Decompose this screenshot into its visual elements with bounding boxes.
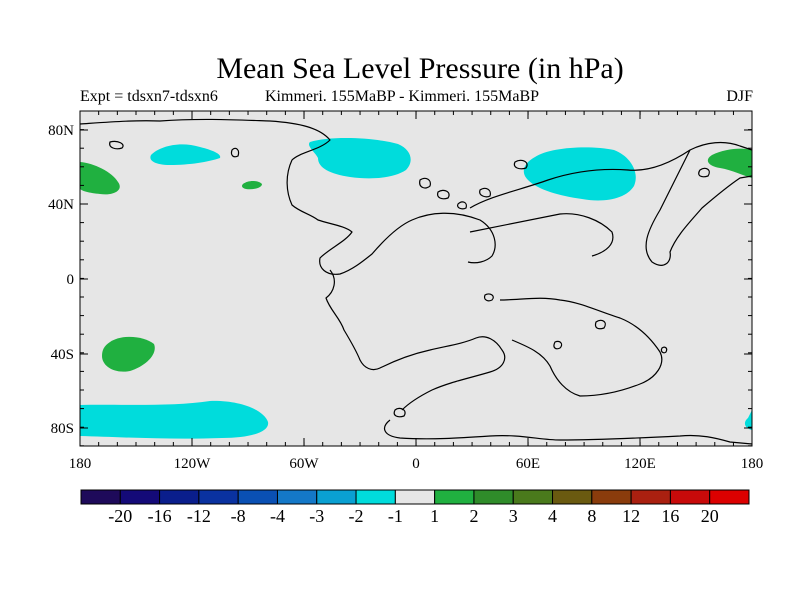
island-5 xyxy=(513,159,528,170)
lon-label-60w: 60W xyxy=(289,456,319,472)
coast-inner-basin xyxy=(469,213,614,257)
colorbar-label: -20 xyxy=(108,506,132,526)
colorbar-box xyxy=(552,489,593,505)
coast-east-asia xyxy=(645,149,753,266)
anomaly-eurasia-low xyxy=(523,147,636,201)
anomaly-siberia-high xyxy=(707,148,752,178)
island-13 xyxy=(553,340,563,350)
island-4 xyxy=(479,187,491,198)
lon-label-0: 0 xyxy=(412,456,420,472)
lon-label-120e: 120E xyxy=(624,456,656,472)
colorbar-label: 16 xyxy=(661,506,679,526)
colorbar-label: -2 xyxy=(349,506,364,526)
coast-gondwana-west xyxy=(325,269,506,411)
colorbar-label: 4 xyxy=(548,506,557,526)
island-8 xyxy=(109,140,124,150)
colorbar-box xyxy=(119,489,161,505)
island-3 xyxy=(457,201,467,210)
lon-label-60e: 60E xyxy=(516,456,540,472)
island-11 xyxy=(393,407,406,418)
colorbar-box xyxy=(276,489,318,505)
period-label: Kimmeri. 155MaBP - Kimmeri. 155MaBP xyxy=(265,88,540,105)
lat-label-80s: 80S xyxy=(51,421,74,437)
coastlines xyxy=(79,118,753,445)
axis-minor-ticks xyxy=(79,110,752,447)
colorbar-box xyxy=(159,489,200,505)
coast-laurasia-west xyxy=(269,120,496,275)
coast-arctic-north xyxy=(79,118,271,125)
colorbar-label: -3 xyxy=(309,506,324,526)
colorbar-label: -16 xyxy=(148,506,172,526)
coast-laurasia-east xyxy=(469,141,753,209)
colorbar-label: -1 xyxy=(388,506,403,526)
coast-south-polar xyxy=(383,419,753,445)
anomaly-fields xyxy=(80,138,752,439)
island-9 xyxy=(483,293,494,302)
colorbar-label: -8 xyxy=(231,506,246,526)
anomaly-north-pacific-low xyxy=(150,144,221,165)
anomaly-south-pacific-high xyxy=(102,336,155,372)
colorbar-box xyxy=(709,489,750,505)
lat-label-80n: 80N xyxy=(48,123,74,139)
colorbar-box xyxy=(394,489,436,505)
experiment-label: Expt = tdsxn7-tdsxn6 xyxy=(80,88,218,105)
anomaly-north-america-high xyxy=(242,181,262,190)
anomaly-southeast-edge-low xyxy=(744,410,752,430)
lat-label-40s: 40S xyxy=(51,347,74,363)
island-1 xyxy=(419,177,431,189)
island-10 xyxy=(594,319,606,330)
colorbar-box xyxy=(355,489,396,505)
colorbar-box xyxy=(630,489,671,505)
colorbar-box xyxy=(316,489,357,505)
lon-label-180e: 180 xyxy=(741,456,764,472)
colorbar-box xyxy=(473,489,514,505)
anomaly-north-atlantic-low xyxy=(308,138,411,179)
colorbar-label: 8 xyxy=(587,506,596,526)
colorbar-label: -12 xyxy=(187,506,211,526)
lat-label-40n: 40N xyxy=(48,197,74,213)
map-background xyxy=(80,111,752,446)
colorbar-label: -4 xyxy=(270,506,285,526)
colorbar-label: 12 xyxy=(622,506,640,526)
colorbar-box xyxy=(591,489,632,505)
colorbar-label: 3 xyxy=(509,506,518,526)
colorbar xyxy=(80,489,750,505)
anomaly-southern-ocean-low xyxy=(80,400,269,439)
lon-label-180w: 180 xyxy=(69,456,92,472)
island-12 xyxy=(660,346,668,354)
colorbar-box xyxy=(512,489,554,505)
colorbar-label: 1 xyxy=(430,506,439,526)
colorbar-box xyxy=(237,489,278,505)
colorbar-label: 2 xyxy=(469,506,478,526)
colorbar-box xyxy=(198,489,239,505)
colorbar-box xyxy=(434,489,475,505)
colorbar-labels: -20 -16 -12 -8 -4 -3 -2 -1 1 2 3 4 8 12 16 20 xyxy=(108,506,718,526)
lon-label-120w: 120W xyxy=(174,456,212,472)
lat-label-0: 0 xyxy=(67,272,75,288)
anomaly-arctic-pacific-high xyxy=(80,162,120,195)
island-6 xyxy=(698,167,710,178)
map-title: Mean Sea Level Pressure (in hPa) xyxy=(216,52,624,85)
coast-tethys-east xyxy=(499,297,663,397)
island-2 xyxy=(437,189,450,200)
island-7 xyxy=(230,147,240,158)
colorbar-box xyxy=(80,489,121,505)
season-label: DJF xyxy=(726,88,753,105)
colorbar-box xyxy=(669,489,711,505)
colorbar-label: 20 xyxy=(701,506,719,526)
